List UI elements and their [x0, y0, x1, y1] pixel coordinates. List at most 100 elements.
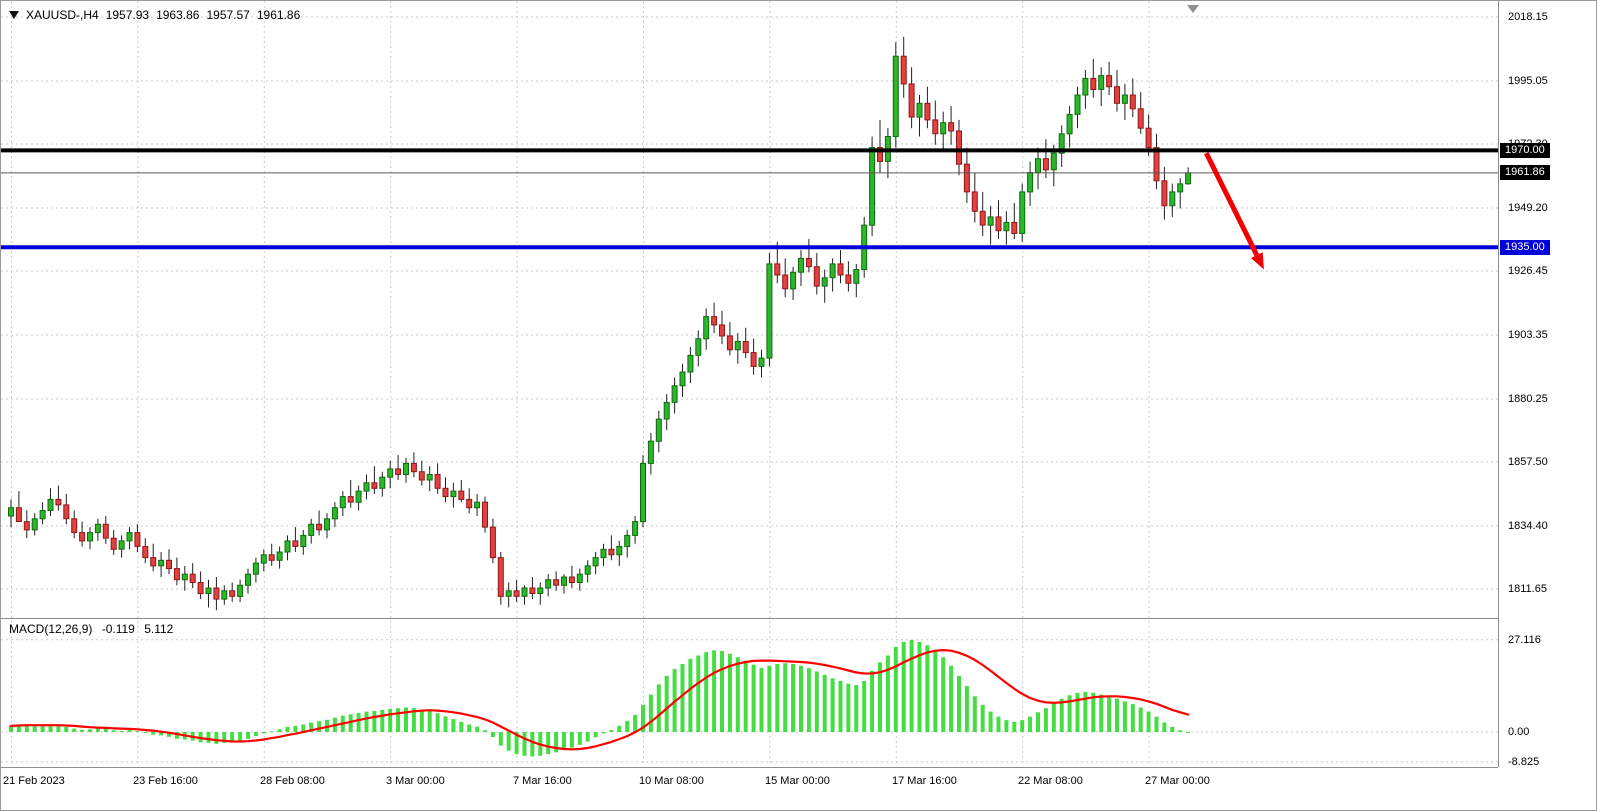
bear-candle[interactable]: [805, 257, 812, 268]
bear-candle[interactable]: [845, 274, 852, 284]
bear-candle[interactable]: [410, 462, 417, 473]
bear-candle[interactable]: [173, 568, 180, 581]
chart-shift-marker-icon[interactable]: [1187, 5, 1199, 13]
bear-candle[interactable]: [908, 83, 915, 118]
bear-candle[interactable]: [1106, 75, 1113, 88]
bear-candle[interactable]: [513, 590, 520, 597]
bear-candle[interactable]: [482, 501, 488, 528]
bear-candle[interactable]: [134, 532, 141, 547]
bull-candle[interactable]: [1050, 152, 1057, 171]
bull-candle[interactable]: [339, 496, 346, 509]
bear-candle[interactable]: [15, 507, 22, 523]
bear-candle[interactable]: [102, 523, 109, 539]
bull-candle[interactable]: [221, 590, 228, 600]
bear-candle[interactable]: [150, 557, 157, 567]
bull-candle[interactable]: [561, 576, 567, 586]
bull-candle[interactable]: [1027, 172, 1034, 193]
bull-candle[interactable]: [1058, 133, 1065, 154]
bull-candle[interactable]: [940, 122, 947, 135]
bear-candle[interactable]: [711, 316, 718, 326]
bull-candle[interactable]: [521, 587, 528, 597]
bull-candle[interactable]: [426, 474, 433, 481]
bull-candle[interactable]: [1066, 113, 1073, 135]
bull-candle[interactable]: [126, 532, 133, 542]
bear-candle[interactable]: [877, 147, 883, 162]
bull-candle[interactable]: [821, 277, 828, 287]
bull-candle[interactable]: [205, 587, 212, 594]
bear-candle[interactable]: [1161, 180, 1168, 207]
bear-candle[interactable]: [1145, 127, 1152, 149]
bear-candle[interactable]: [1011, 221, 1018, 234]
bear-candle[interactable]: [932, 119, 939, 135]
bear-candle[interactable]: [434, 474, 441, 489]
bear-candle[interactable]: [458, 490, 465, 500]
bear-candle[interactable]: [750, 352, 757, 367]
bear-candle[interactable]: [719, 324, 725, 337]
bull-candle[interactable]: [695, 338, 702, 356]
bear-candle[interactable]: [395, 468, 402, 475]
bear-candle[interactable]: [1129, 94, 1136, 110]
bear-candle[interactable]: [774, 263, 781, 276]
bear-candle[interactable]: [489, 526, 496, 559]
bull-candle[interactable]: [687, 354, 694, 373]
bull-candle[interactable]: [450, 490, 457, 498]
bull-candle[interactable]: [829, 263, 836, 279]
bear-candle[interactable]: [963, 163, 970, 193]
bear-candle[interactable]: [110, 537, 117, 550]
bull-candle[interactable]: [94, 523, 101, 534]
bear-candle[interactable]: [442, 487, 449, 498]
bull-candle[interactable]: [474, 501, 481, 509]
bull-candle[interactable]: [679, 371, 686, 387]
bull-candle[interactable]: [584, 565, 591, 575]
bear-candle[interactable]: [213, 587, 220, 600]
bear-candle[interactable]: [71, 518, 78, 534]
time-axis[interactable]: 21 Feb 2023 23 Feb 16:00 28 Feb 08:00 3 Mar…: [1, 767, 1498, 810]
bear-candle[interactable]: [79, 532, 86, 542]
bear-candle[interactable]: [63, 504, 70, 520]
bear-candle[interactable]: [55, 498, 62, 506]
bull-candle[interactable]: [632, 521, 639, 536]
bull-candle[interactable]: [600, 548, 607, 559]
bull-candle[interactable]: [403, 462, 409, 475]
bull-candle[interactable]: [8, 507, 14, 517]
bull-candle[interactable]: [1169, 191, 1176, 207]
bear-candle[interactable]: [726, 335, 733, 351]
bull-candle[interactable]: [331, 507, 338, 520]
bear-candle[interactable]: [1114, 86, 1120, 104]
bull-candle[interactable]: [87, 532, 93, 542]
bull-candle[interactable]: [853, 269, 860, 284]
bull-candle[interactable]: [355, 490, 362, 503]
bull-candle[interactable]: [47, 498, 54, 511]
bull-candle[interactable]: [158, 559, 165, 567]
bull-candle[interactable]: [260, 554, 267, 564]
bear-candle[interactable]: [529, 587, 536, 594]
bear-candle[interactable]: [1137, 108, 1144, 129]
price-axis[interactable]: 2018.151995.051972.301949.201926.451903.…: [1498, 1, 1596, 768]
bull-candle[interactable]: [892, 55, 899, 138]
bull-candle[interactable]: [798, 257, 804, 273]
bear-candle[interactable]: [995, 216, 1002, 232]
bull-candle[interactable]: [324, 518, 330, 531]
bull-candle[interactable]: [663, 401, 670, 420]
bear-candle[interactable]: [316, 523, 323, 531]
bull-candle[interactable]: [1082, 77, 1089, 96]
bear-candle[interactable]: [568, 576, 575, 583]
bear-candle[interactable]: [347, 496, 354, 503]
bear-candle[interactable]: [782, 274, 789, 290]
bull-candle[interactable]: [671, 385, 678, 403]
bear-candle[interactable]: [466, 498, 473, 509]
bull-candle[interactable]: [1074, 94, 1081, 115]
bull-candle[interactable]: [624, 534, 631, 548]
bull-candle[interactable]: [592, 557, 599, 567]
bull-candle[interactable]: [300, 534, 307, 548]
bull-candle[interactable]: [1003, 221, 1010, 232]
bear-candle[interactable]: [1042, 158, 1049, 171]
bull-candle[interactable]: [916, 102, 923, 118]
bear-candle[interactable]: [23, 521, 30, 531]
bear-candle[interactable]: [900, 55, 907, 85]
bull-candle[interactable]: [363, 482, 370, 492]
bull-candle[interactable]: [387, 468, 394, 478]
bull-candle[interactable]: [237, 584, 244, 597]
bear-candle[interactable]: [553, 579, 560, 586]
bull-candle[interactable]: [1098, 75, 1105, 90]
